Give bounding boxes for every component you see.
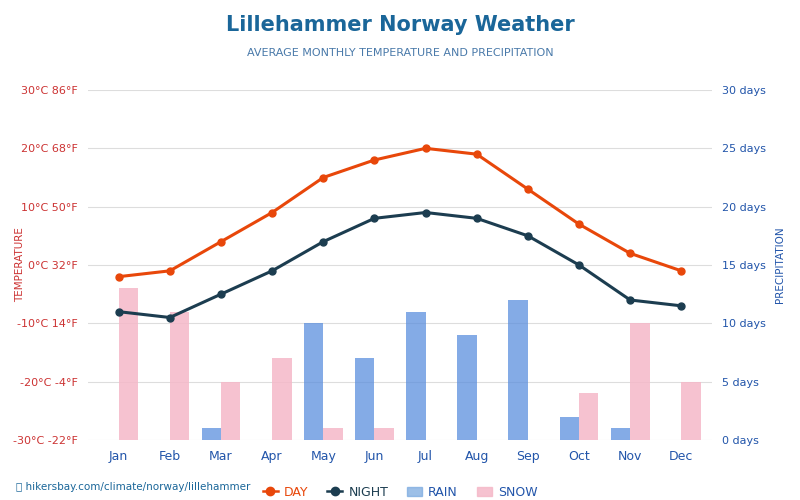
Bar xyxy=(355,358,374,440)
Bar xyxy=(272,358,291,440)
Bar xyxy=(559,416,579,440)
Legend: DAY, NIGHT, RAIN, SNOW: DAY, NIGHT, RAIN, SNOW xyxy=(258,481,542,500)
Bar xyxy=(610,428,630,440)
Bar xyxy=(509,300,528,440)
Bar xyxy=(682,382,701,440)
Bar xyxy=(202,428,221,440)
Bar xyxy=(406,312,426,440)
Bar xyxy=(323,428,342,440)
Bar xyxy=(374,428,394,440)
Text: Lillehammer Norway Weather: Lillehammer Norway Weather xyxy=(226,15,574,35)
Bar xyxy=(579,394,598,440)
Text: TEMPERATURE: TEMPERATURE xyxy=(15,228,25,302)
Text: PRECIPITATION: PRECIPITATION xyxy=(775,226,785,304)
Bar xyxy=(170,312,190,440)
Bar xyxy=(630,324,650,440)
Bar xyxy=(118,288,138,440)
Bar xyxy=(304,324,323,440)
Bar xyxy=(221,382,241,440)
Text: AVERAGE MONTHLY TEMPERATURE AND PRECIPITATION: AVERAGE MONTHLY TEMPERATURE AND PRECIPIT… xyxy=(246,48,554,58)
Bar xyxy=(458,335,477,440)
Text: 📍 hikersbay.com/climate/norway/lillehammer: 📍 hikersbay.com/climate/norway/lillehamm… xyxy=(16,482,250,492)
